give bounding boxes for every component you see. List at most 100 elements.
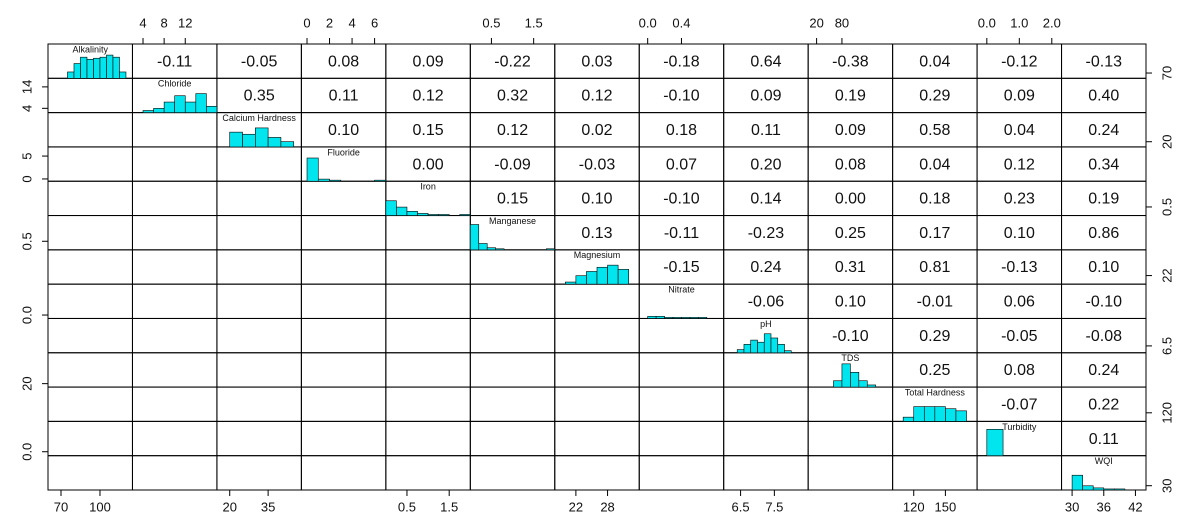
panel bbox=[638, 352, 725, 388]
panel bbox=[216, 146, 302, 182]
panel bbox=[638, 386, 725, 422]
x-tick-label: 0.0 bbox=[639, 15, 657, 30]
diagonal: pH bbox=[736, 319, 792, 353]
correlation: 0.81 bbox=[919, 259, 950, 276]
x-tick-label: 42 bbox=[1128, 499, 1142, 514]
panel bbox=[216, 215, 302, 251]
correlation: 0.24 bbox=[1088, 362, 1119, 379]
histogram-bar bbox=[586, 271, 598, 285]
panel bbox=[385, 249, 471, 285]
variable-name: Alkalinity bbox=[72, 44, 108, 54]
y-tick-label: 4 bbox=[19, 105, 34, 112]
correlation: -0.10 bbox=[663, 191, 700, 208]
x-tick-label: 100 bbox=[89, 499, 111, 514]
variable-name: Manganese bbox=[489, 216, 536, 226]
correlation: -0.11 bbox=[664, 225, 699, 242]
panel bbox=[300, 283, 387, 319]
panel bbox=[300, 180, 387, 217]
panel bbox=[300, 317, 387, 354]
correlation: 0.11 bbox=[1089, 431, 1119, 448]
correlation: 0.34 bbox=[1088, 156, 1119, 173]
correlation: 0.14 bbox=[750, 191, 781, 208]
y-tick-label: 0.0 bbox=[19, 443, 34, 461]
correlation: 0.08 bbox=[328, 53, 359, 70]
panel bbox=[300, 215, 387, 251]
diagonal: Total Hardness bbox=[902, 387, 967, 422]
histogram-bar bbox=[617, 269, 629, 285]
y-tick-label: 0 bbox=[19, 175, 34, 182]
y-tick-label: 14 bbox=[19, 80, 34, 94]
x-tick-label: 20 bbox=[222, 499, 236, 514]
panel bbox=[300, 386, 387, 422]
histogram-bar bbox=[1092, 487, 1105, 491]
correlation: -0.10 bbox=[1086, 294, 1123, 311]
x-tick-label: 4 bbox=[139, 15, 146, 30]
correlation: -0.11 bbox=[157, 53, 192, 70]
panel bbox=[47, 352, 133, 388]
correlation: 0.29 bbox=[919, 88, 950, 105]
panel bbox=[469, 420, 556, 457]
correlation: 0.10 bbox=[835, 294, 866, 311]
panel bbox=[638, 420, 725, 457]
correlation: 0.08 bbox=[835, 156, 866, 173]
panel bbox=[469, 317, 556, 354]
panel bbox=[216, 249, 302, 285]
correlation: 0.12 bbox=[413, 88, 444, 105]
x-tick-label: 0.0 bbox=[978, 15, 996, 30]
histogram-bar bbox=[406, 211, 418, 216]
panel bbox=[131, 215, 218, 251]
correlation: 0.17 bbox=[919, 225, 950, 242]
panel bbox=[469, 249, 556, 285]
histogram-bar bbox=[163, 101, 175, 113]
histogram-bar bbox=[119, 71, 127, 79]
y-tick-label: 0.0 bbox=[19, 306, 34, 324]
histogram-bar bbox=[396, 206, 408, 216]
panel bbox=[131, 455, 218, 491]
panel bbox=[385, 386, 471, 422]
correlation: -0.03 bbox=[579, 156, 616, 173]
histogram-bar bbox=[67, 71, 75, 79]
x-tick-label: 28 bbox=[600, 499, 614, 514]
correlation: 0.11 bbox=[329, 88, 359, 105]
histogram-bar bbox=[681, 317, 691, 319]
panel bbox=[554, 352, 640, 388]
histogram-bar bbox=[841, 363, 851, 388]
panel bbox=[216, 386, 302, 422]
panel bbox=[131, 180, 218, 217]
panel bbox=[47, 112, 133, 148]
panel bbox=[47, 317, 133, 354]
x-tick-label: 0.4 bbox=[672, 15, 690, 30]
correlation: 0.12 bbox=[497, 122, 528, 139]
correlation: 0.10 bbox=[581, 191, 612, 208]
histogram-bar bbox=[866, 384, 877, 388]
variable-name: Nitrate bbox=[668, 285, 695, 295]
correlation: -0.18 bbox=[663, 53, 700, 70]
panel bbox=[131, 249, 218, 285]
x-tick-label: 8 bbox=[161, 15, 168, 30]
panel bbox=[554, 317, 640, 354]
diagonal: Nitrate bbox=[647, 285, 708, 319]
x-tick-label: 0 bbox=[303, 15, 310, 30]
histogram-bar bbox=[73, 63, 81, 79]
histogram-bar bbox=[106, 54, 114, 79]
correlation: 0.12 bbox=[581, 88, 612, 105]
histogram-bar bbox=[575, 275, 587, 285]
histogram-bar bbox=[833, 380, 843, 388]
y-tick-label: 0.5 bbox=[1159, 198, 1174, 216]
x-tick-label: 0.5 bbox=[482, 15, 500, 30]
panel bbox=[976, 455, 1063, 491]
diagonal: Turbidity bbox=[986, 422, 1037, 456]
panel bbox=[216, 283, 302, 319]
histogram-bar bbox=[459, 214, 471, 216]
correlation: -0.06 bbox=[748, 294, 785, 311]
panel bbox=[47, 249, 133, 285]
histogram-bar bbox=[934, 406, 946, 422]
variable-name: Magnesium bbox=[574, 250, 621, 260]
variable-name: Turbidity bbox=[1002, 422, 1037, 432]
y-tick-label: 22 bbox=[1159, 268, 1174, 282]
correlation: -0.15 bbox=[663, 259, 700, 276]
histogram-bar bbox=[153, 108, 165, 113]
correlation: 0.02 bbox=[581, 122, 612, 139]
correlation: 0.15 bbox=[497, 191, 528, 208]
